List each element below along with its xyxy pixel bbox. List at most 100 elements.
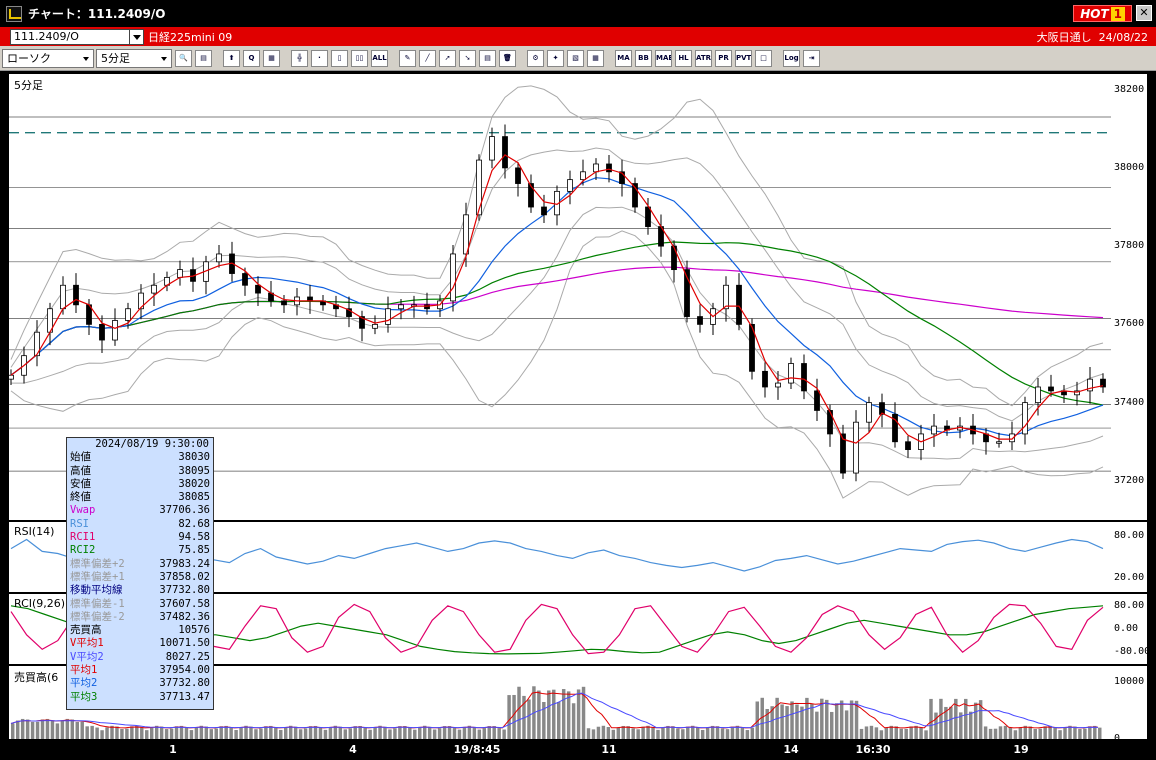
candle-body [684, 269, 690, 317]
atr-icon[interactable]: ATR [695, 49, 712, 67]
info-row: 標準偏差+1 37858.02 [67, 571, 213, 584]
volume-bar [1018, 727, 1023, 739]
time-tick-label: 19/8:45 [453, 743, 501, 756]
close-button[interactable]: ✕ [1136, 5, 1152, 21]
volume-bar [636, 729, 640, 739]
volume-bar [90, 725, 94, 739]
log-icon[interactable]: Log [783, 49, 800, 67]
candle-body [424, 304, 430, 310]
candle-body [892, 413, 898, 443]
volume-bar [695, 727, 700, 739]
info-value: 37954.00 [159, 664, 210, 677]
info-label: V平均2 [70, 650, 104, 663]
info-label: 標準偏差-1 [70, 597, 125, 610]
candle-body [619, 171, 625, 184]
volume-bar [825, 699, 829, 739]
volume-bar [239, 727, 243, 739]
volume-bar [1068, 725, 1072, 739]
hl-icon[interactable]: HL [675, 49, 692, 67]
info-label: 始値 [70, 451, 91, 464]
volume-bar [60, 720, 65, 739]
volume-bar [214, 728, 218, 739]
table-icon[interactable]: ▦ [263, 49, 280, 67]
split-icon[interactable]: ╬ [291, 49, 308, 67]
q-icon[interactable]: Q [243, 49, 260, 67]
info-row: V平均1 10071.50 [67, 637, 213, 650]
info-label: V平均1 [70, 637, 104, 650]
info-row: RCI2 75.85 [67, 544, 213, 557]
interval-select[interactable]: 5分足 [96, 48, 172, 68]
volume-bar [1083, 728, 1087, 739]
bb-icon[interactable]: BB [635, 49, 652, 67]
cursor-icon[interactable]: ➚ [439, 49, 456, 67]
all-icon[interactable]: ALL [371, 49, 388, 67]
square-icon[interactable]: □ [755, 49, 772, 67]
candle-body [177, 269, 183, 278]
volume-bar [839, 700, 844, 739]
chart-area[interactable]: 5分足 38200 38000 37800 37600 37400 37200 RSI(1… [8, 74, 1150, 756]
volume-bar [666, 725, 670, 739]
memo-icon[interactable]: ▤ [479, 49, 496, 67]
volume-bar [50, 720, 55, 739]
volume-bar [135, 725, 139, 739]
candle-gap-icon[interactable]: ▯▯ [351, 49, 368, 67]
volume-bar [80, 721, 84, 739]
symbol-dropdown-button[interactable] [130, 28, 144, 45]
volume-bar [11, 723, 15, 739]
arrow-icon[interactable]: ➘ [459, 49, 476, 67]
volume-bar [626, 726, 630, 739]
volume-bar [949, 706, 953, 739]
volume-chart-svg [10, 686, 1102, 739]
volume-bar [1058, 730, 1062, 739]
symbol-code-input[interactable]: 111.2409/O [10, 28, 130, 45]
volume-bar [869, 725, 874, 739]
volume-bar [681, 729, 685, 739]
candle-body [762, 370, 768, 388]
volume-panel-label: 売買高(6 [14, 671, 59, 684]
disabled-icon[interactable]: · [311, 49, 328, 67]
time-tick-label: 16:30 [855, 743, 891, 756]
candle-icon[interactable]: ▯ [331, 49, 348, 67]
volume-bar [705, 727, 710, 739]
grid-icon[interactable]: ▦ [587, 49, 604, 67]
candle-body [931, 425, 937, 435]
volume-bar [1063, 727, 1067, 739]
volume-bar [909, 726, 913, 739]
chart-type-select[interactable]: ローソク [2, 48, 94, 68]
mae-icon[interactable]: MAE [655, 49, 672, 67]
gear-icon[interactable]: ⚙ [527, 49, 544, 67]
pen-icon[interactable]: ✎ [399, 49, 416, 67]
bollinger-band-line [11, 206, 1104, 460]
volume-bar [149, 727, 154, 739]
layout-icon[interactable]: ▤ [195, 49, 212, 67]
info-row: 安値 38020 [67, 478, 213, 491]
candle-up-icon[interactable]: ⬆ [223, 49, 240, 67]
volume-bar [363, 727, 367, 739]
volume-bar [328, 727, 333, 739]
hot-button[interactable]: HOT 1 [1073, 5, 1132, 22]
pr-icon[interactable]: PR [715, 49, 732, 67]
candle-body [541, 206, 547, 216]
palette-icon[interactable]: ▧ [567, 49, 584, 67]
candle-body [866, 402, 872, 423]
volume-bar [264, 726, 268, 739]
wrench-icon[interactable]: ✦ [547, 49, 564, 67]
volume-bar [557, 702, 561, 739]
line-icon[interactable]: ╱ [419, 49, 436, 67]
volume-bar [413, 729, 417, 739]
ma-icon[interactable]: MA [615, 49, 632, 67]
volume-bar [512, 694, 516, 739]
info-value: 37732.80 [159, 584, 210, 597]
zoom-icon[interactable]: 🔍 [175, 49, 192, 67]
volume-bar [249, 726, 253, 739]
pvt-icon[interactable]: PVT [735, 49, 752, 67]
volume-bar [889, 725, 894, 739]
candle-body [346, 308, 352, 317]
info-value: 37482.36 [159, 610, 210, 623]
volume-bar [730, 726, 735, 739]
candle-body [788, 363, 794, 384]
volume-bar [676, 728, 680, 739]
volume-bar [418, 726, 422, 739]
export-icon[interactable]: ⇥ [803, 49, 820, 67]
trash-icon[interactable]: 🗑 [499, 49, 516, 67]
